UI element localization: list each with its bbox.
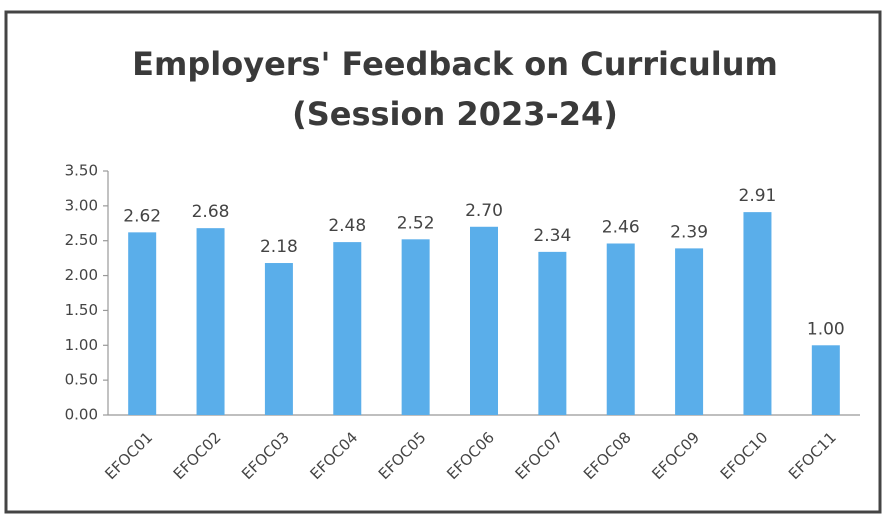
bar xyxy=(606,243,635,415)
bar xyxy=(675,248,704,415)
y-tick-label: 2.50 xyxy=(65,231,98,249)
chart-subtitle: (Session 2023-24) xyxy=(292,95,618,133)
value-label: 2.70 xyxy=(465,201,503,221)
value-label: 2.34 xyxy=(533,226,571,246)
y-tick-label: 1.00 xyxy=(65,336,98,354)
y-tick-label: 2.00 xyxy=(65,266,98,284)
value-label: 2.18 xyxy=(260,237,298,257)
bar xyxy=(128,232,157,415)
y-tick-label: 0.50 xyxy=(65,371,98,389)
value-label: 2.68 xyxy=(192,202,230,222)
bar xyxy=(196,228,225,415)
bar xyxy=(470,226,498,415)
value-label: 2.48 xyxy=(328,216,366,236)
bar xyxy=(811,345,840,415)
value-label: 2.52 xyxy=(397,213,435,233)
bar xyxy=(333,242,362,415)
y-tick-label: 0.00 xyxy=(65,406,98,424)
y-tick-label: 1.50 xyxy=(65,301,98,319)
bar xyxy=(538,251,567,415)
value-label: 2.39 xyxy=(670,222,708,242)
bar xyxy=(264,263,293,415)
value-label: 1.00 xyxy=(807,319,845,339)
value-label: 2.62 xyxy=(123,206,161,226)
bar xyxy=(743,212,772,415)
value-label: 2.91 xyxy=(739,186,777,206)
value-label: 2.46 xyxy=(602,218,640,238)
chart-title: Employers' Feedback on Curriculum xyxy=(132,45,778,83)
y-tick-label: 3.00 xyxy=(65,196,98,214)
bar xyxy=(401,239,430,415)
y-tick-label: 3.50 xyxy=(65,162,98,180)
